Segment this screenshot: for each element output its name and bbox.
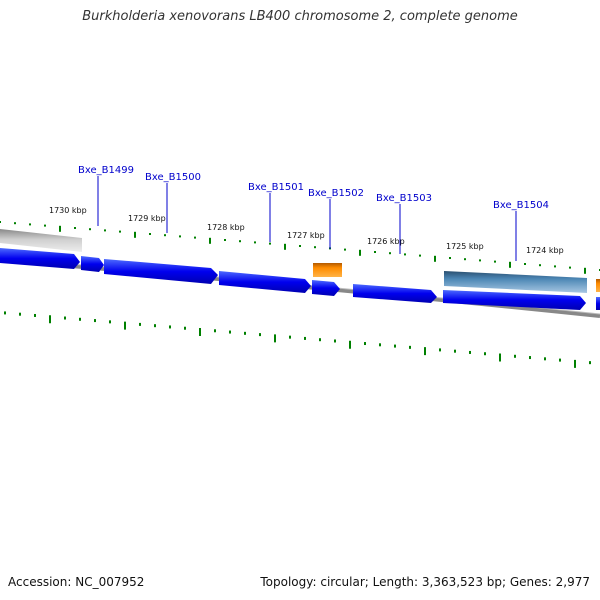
gene-labels: Bxe_B1499 Bxe_B1500 Bxe_B1501 Bxe_B1502 Bxe_… <box>78 165 549 261</box>
gene-label[interactable]: Bxe_B1501 <box>248 182 304 193</box>
cds-arrow[interactable] <box>219 271 311 293</box>
topology-summary: Topology: circular; Length: 3,363,523 bp… <box>260 575 590 589</box>
gene-label[interactable]: Bxe_B1500 <box>145 172 201 183</box>
cds-arrow[interactable] <box>353 284 437 303</box>
scale-label: 1724 kbp <box>526 246 564 255</box>
accession-text: Accession: NC_007952 <box>8 575 145 589</box>
scale-label: 1727 kbp <box>287 231 325 240</box>
feature-trna-block[interactable] <box>313 263 342 277</box>
cds-edge-block[interactable] <box>596 297 600 310</box>
cds-arrow[interactable] <box>0 248 80 269</box>
map-title: Burkholderia xenovorans LB400 chromosome… <box>82 9 518 24</box>
cds-arrow[interactable] <box>81 256 104 272</box>
cds-arrow[interactable] <box>104 259 218 284</box>
scale-label: 1725 kbp <box>446 242 484 251</box>
scale-label: 1729 kbp <box>128 214 166 223</box>
scale-labels: 1730 kbp 1729 kbp 1728 kbp 1727 kbp 1726 kbp… <box>49 206 564 255</box>
feature-gray-block[interactable] <box>0 229 82 252</box>
scale-label: 1726 kbp <box>367 237 405 246</box>
cds-arrow[interactable] <box>443 290 586 310</box>
gene-label[interactable]: Bxe_B1499 <box>78 165 134 176</box>
cds-arrow[interactable] <box>312 280 340 296</box>
gene-label[interactable]: Bxe_B1504 <box>493 200 549 211</box>
feature-right-edge-block[interactable] <box>596 279 600 292</box>
feature-steel-block[interactable] <box>444 271 587 293</box>
gene-label[interactable]: Bxe_B1503 <box>376 193 432 204</box>
gene-label[interactable]: Bxe_B1502 <box>308 188 364 199</box>
scale-ticks <box>0 221 600 274</box>
scale-label: 1730 kbp <box>49 206 87 215</box>
lower-scale-ticks <box>4 311 591 368</box>
scale-label: 1728 kbp <box>207 223 245 232</box>
